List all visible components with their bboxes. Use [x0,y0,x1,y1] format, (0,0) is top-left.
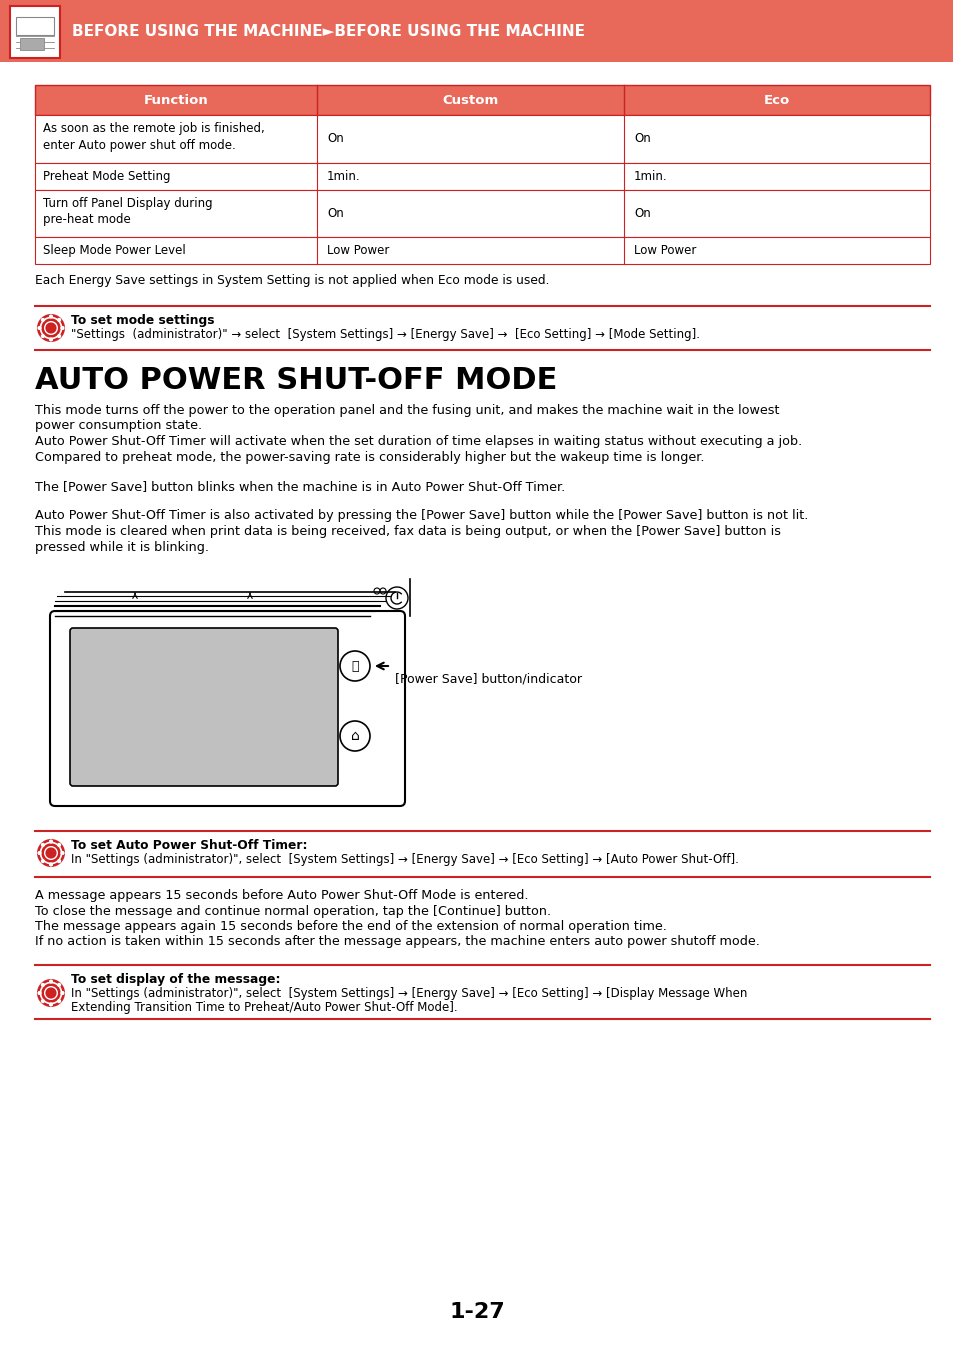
Text: The [Power Save] button blinks when the machine is in Auto Power Shut-Off Timer.: The [Power Save] button blinks when the … [35,481,565,493]
Text: Preheat Mode Setting: Preheat Mode Setting [43,170,171,184]
Circle shape [49,1003,53,1007]
Text: BEFORE USING THE MACHINE►BEFORE USING THE MACHINE: BEFORE USING THE MACHINE►BEFORE USING TH… [71,23,584,39]
Text: Low Power: Low Power [327,244,389,256]
Circle shape [57,983,61,987]
Text: To set Auto Power Shut-Off Timer:: To set Auto Power Shut-Off Timer: [71,838,307,852]
Circle shape [37,838,65,867]
Text: In "Settings (administrator)", select  [System Settings] → [Energy Save] → [Eco : In "Settings (administrator)", select [S… [71,853,739,865]
Bar [35,85,929,115]
Text: Extending Transition Time to Preheat/Auto Power Shut-Off Mode].: Extending Transition Time to Preheat/Aut… [71,1000,457,1014]
Circle shape [49,840,53,844]
Text: 🌙: 🌙 [351,660,358,672]
Circle shape [60,850,65,855]
Text: A message appears 15 seconds before Auto Power Shut-Off Mode is entered.: A message appears 15 seconds before Auto… [35,890,528,902]
Text: Auto Power Shut-Off Timer is also activated by pressing the [Power Save] button : Auto Power Shut-Off Timer is also activa… [35,509,807,522]
Circle shape [49,979,53,984]
Text: This mode turns off the power to the operation panel and the fusing unit, and ma: This mode turns off the power to the ope… [35,404,779,417]
Text: Low Power: Low Power [633,244,696,256]
Circle shape [37,979,65,1007]
Text: Eco: Eco [763,93,789,107]
Circle shape [339,721,370,751]
Bar [35,163,929,190]
Text: On: On [633,132,650,146]
Text: To set mode settings: To set mode settings [71,315,214,327]
Text: ⌂: ⌂ [351,729,359,742]
Circle shape [37,850,42,855]
Bar [16,18,54,35]
Text: pressed while it is blinking.: pressed while it is blinking. [35,540,209,553]
Circle shape [60,325,65,331]
Circle shape [41,999,45,1003]
Circle shape [37,325,42,331]
FancyBboxPatch shape [50,612,405,806]
Circle shape [57,842,61,846]
Circle shape [49,338,53,342]
Circle shape [41,842,45,846]
Text: On: On [327,132,343,146]
Text: In "Settings (administrator)", select  [System Settings] → [Energy Save] → [Eco : In "Settings (administrator)", select [S… [71,987,746,1000]
Bar [0,0,953,62]
Text: 1min.: 1min. [327,170,360,184]
Text: The message appears again 15 seconds before the end of the extension of normal o: The message appears again 15 seconds bef… [35,919,666,933]
Circle shape [57,859,61,863]
Text: Function: Function [144,93,208,107]
Text: "Settings  (administrator)" → select  [System Settings] → [Energy Save] →  [Eco : "Settings (administrator)" → select [Sys… [71,328,700,342]
Text: [Power Save] button/indicator: [Power Save] button/indicator [395,672,581,684]
Text: Compared to preheat mode, the power-saving rate is considerably higher but the w: Compared to preheat mode, the power-savi… [35,451,703,463]
Text: If no action is taken within 15 seconds after the message appears, the machine e: If no action is taken within 15 seconds … [35,936,760,949]
Circle shape [57,333,61,339]
Text: This mode is cleared when print data is being received, fax data is being output: This mode is cleared when print data is … [35,525,781,539]
Text: Auto Power Shut-Off Timer will activate when the set duration of time elapses in: Auto Power Shut-Off Timer will activate … [35,435,801,448]
Text: 1min.: 1min. [633,170,667,184]
Text: Custom: Custom [442,93,498,107]
Text: Each Energy Save settings in System Setting is not applied when Eco mode is used: Each Energy Save settings in System Sett… [35,274,549,288]
Bar [35,238,929,265]
Circle shape [41,317,45,323]
Circle shape [37,315,65,342]
Bar [35,190,929,238]
Text: To set display of the message:: To set display of the message: [71,973,280,985]
Circle shape [37,991,42,995]
Circle shape [57,999,61,1003]
Text: On: On [327,207,343,220]
Text: Sleep Mode Power Level: Sleep Mode Power Level [43,244,186,256]
Text: power consumption state.: power consumption state. [35,420,202,432]
Text: Turn off Panel Display during
pre-heat mode: Turn off Panel Display during pre-heat m… [43,197,213,227]
Text: As soon as the remote job is finished,
enter Auto power shut off mode.: As soon as the remote job is finished, e… [43,122,265,151]
Circle shape [49,315,53,319]
Text: To close the message and continue normal operation, tap the [Continue] button.: To close the message and continue normal… [35,904,551,918]
Bar [35,115,929,163]
Bar [10,5,60,58]
Circle shape [339,651,370,680]
Bar [20,38,44,50]
FancyBboxPatch shape [70,628,337,786]
Text: AUTO POWER SHUT-OFF MODE: AUTO POWER SHUT-OFF MODE [35,366,557,396]
Circle shape [41,859,45,863]
Circle shape [60,991,65,995]
Text: On: On [633,207,650,220]
Text: 1-27: 1-27 [449,1301,504,1322]
Circle shape [57,317,61,323]
Circle shape [49,863,53,867]
Circle shape [41,983,45,987]
Circle shape [41,333,45,339]
